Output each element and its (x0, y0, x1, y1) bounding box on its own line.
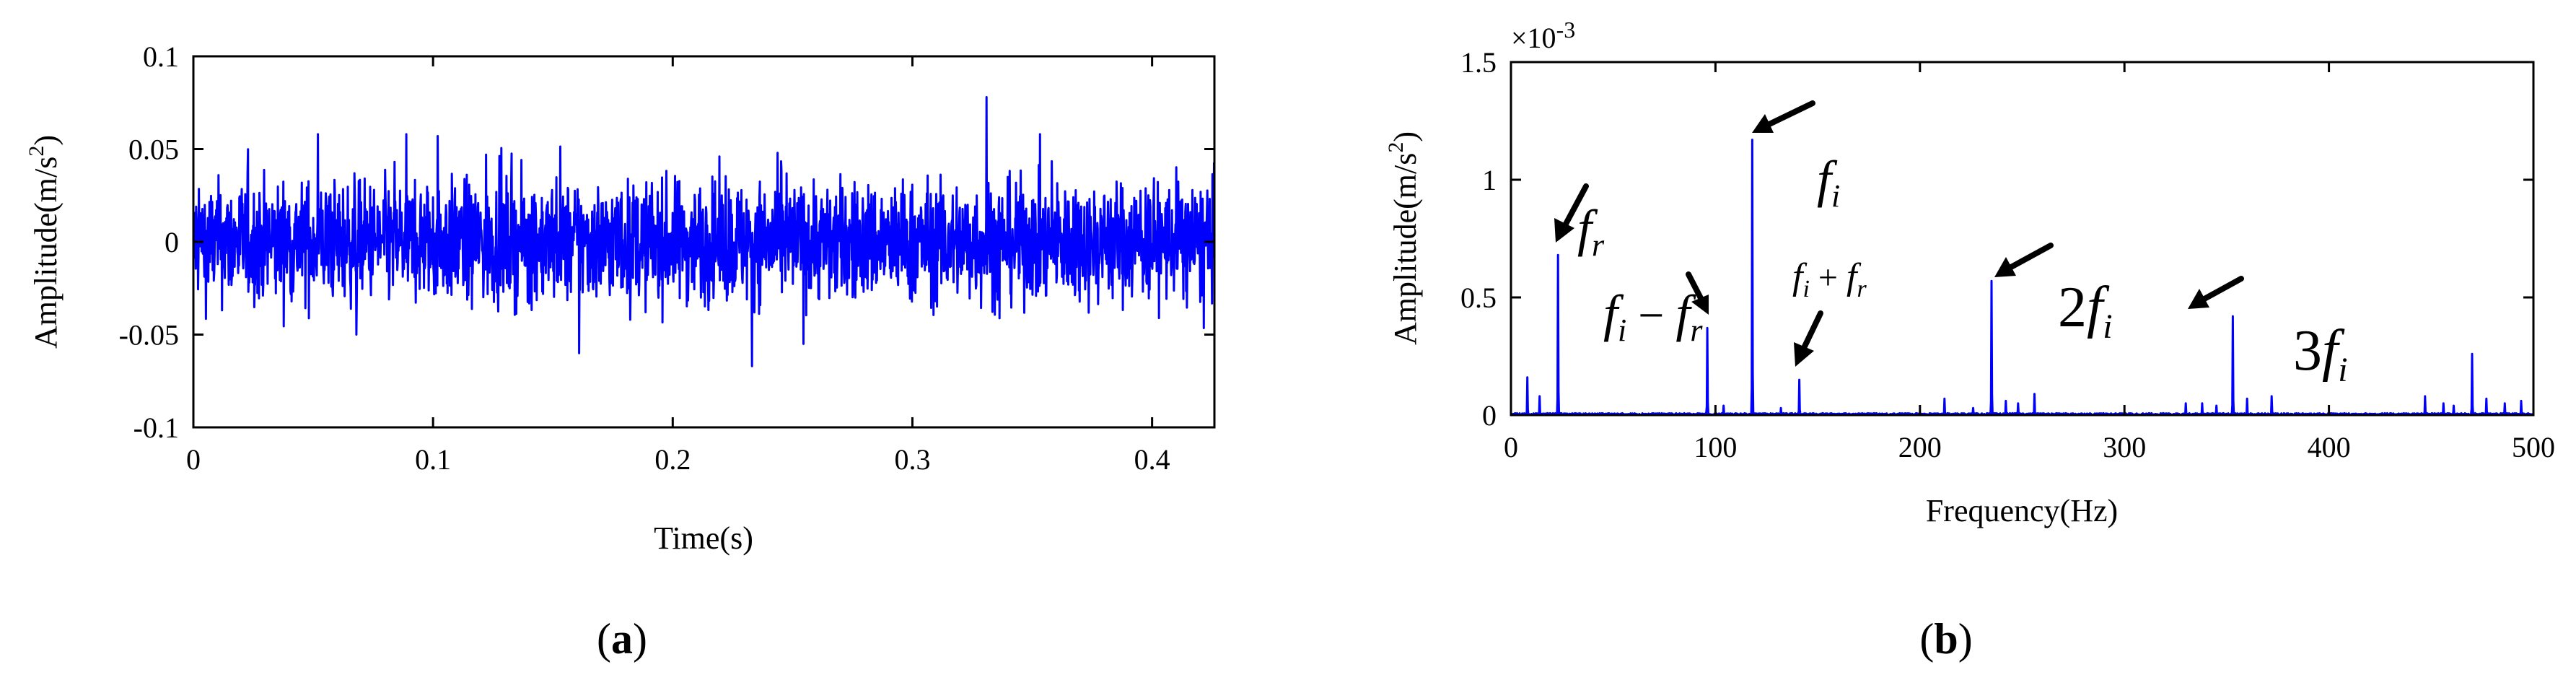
arrow-3fi (2202, 276, 2244, 302)
chart-b-y-label: Amplitude(m/s2) (1384, 131, 1423, 345)
chart-b-y-tick-label: 0 (1482, 399, 1497, 432)
spectrum-line (1510, 139, 2534, 417)
arrow-2fi-head (1994, 257, 2016, 277)
arrow-fr-head (1554, 218, 1574, 243)
chart-a-x-tick-label: 0.3 (894, 443, 930, 476)
label-3fi: 3fi (2293, 319, 2348, 389)
arrow-fr (1561, 183, 1589, 230)
chart-a-x-label: Time(s) (654, 520, 753, 556)
chart-b-x-tick-label: 0 (1504, 431, 1518, 463)
chart-b-scale-label: ×10-3 (1511, 17, 1575, 54)
arrow-3fi-head (2188, 289, 2209, 309)
chart-b-frame (1510, 61, 2535, 417)
chart-a-y-tick-label: 0 (165, 226, 179, 258)
chart-a: 0 0.1 0.2 0.3 0.4 -0.1 -0.05 0 0.05 0.1 Time(s) A… (25, 40, 1216, 663)
chart-b-x-tick-label: 200 (1898, 431, 1942, 463)
chart-a-y-tick-label: -0.05 (119, 319, 179, 352)
arrow-2fi (2008, 243, 2054, 270)
chart-a-x-tick-label: 0.1 (415, 443, 451, 476)
chart-a-y-tick-label: 0.1 (143, 40, 179, 73)
chart-b-x-tick-label: 300 (2103, 431, 2146, 463)
chart-a-x-tick-label: 0.4 (1134, 443, 1170, 476)
chart-b-y-tick-label: 0.5 (1460, 282, 1497, 314)
chart-a-y-label: Amplitude(m/s2) (25, 135, 63, 349)
chart-b-y-tick-label: 1 (1482, 164, 1497, 196)
chart-b-x-tick-label: 500 (2512, 431, 2555, 463)
chart-a-y-tick-label: -0.1 (133, 411, 179, 444)
chart-a-panel-label: (a) (597, 615, 647, 663)
time-signal-line (192, 96, 1216, 367)
label-fr: fr (1577, 199, 1605, 263)
annotation-arrows (1554, 100, 2244, 367)
chart-b-x-tick-label: 400 (2308, 431, 2351, 463)
chart-b-x-tick-label: 100 (1694, 431, 1737, 463)
chart-a-x-tick-label: 0.2 (654, 443, 691, 476)
label-fi: fi (1817, 150, 1840, 214)
arrow-fi-plus-fr-head (1794, 342, 1814, 367)
chart-b-ticks: 0 100 200 300 400 500 0 0.5 1 1.5 (1460, 46, 2555, 463)
chart-b-y-tick-label: 1.5 (1460, 46, 1497, 79)
chart-a-ticks: 0 0.1 0.2 0.3 0.4 -0.1 -0.05 0 0.05 0.1 (119, 40, 1214, 476)
arrow-fi-minus-fr-head (1691, 295, 1709, 315)
label-2fi: 2fi (2058, 276, 2113, 346)
label-fi-minus-fr: fi − fr (1603, 284, 1703, 348)
chart-a-x-tick-label: 0 (186, 443, 201, 476)
arrow-fi-minus-fr (1686, 271, 1704, 301)
arrow-fi-plus-fr (1801, 310, 1823, 351)
arrow-fi-head (1752, 114, 1774, 133)
chart-b-x-label: Frequency(Hz) (1926, 493, 2118, 528)
label-fi-plus-fr: fi + fr (1792, 256, 1867, 302)
arrow-fi (1766, 100, 1815, 127)
chart-a-y-tick-label: 0.05 (128, 134, 179, 166)
chart-b: 0 100 200 300 400 500 0 0.5 1 1.5 ×10-3 Frequency… (1384, 17, 2555, 663)
chart-b-panel-label: (b) (1919, 615, 1972, 663)
